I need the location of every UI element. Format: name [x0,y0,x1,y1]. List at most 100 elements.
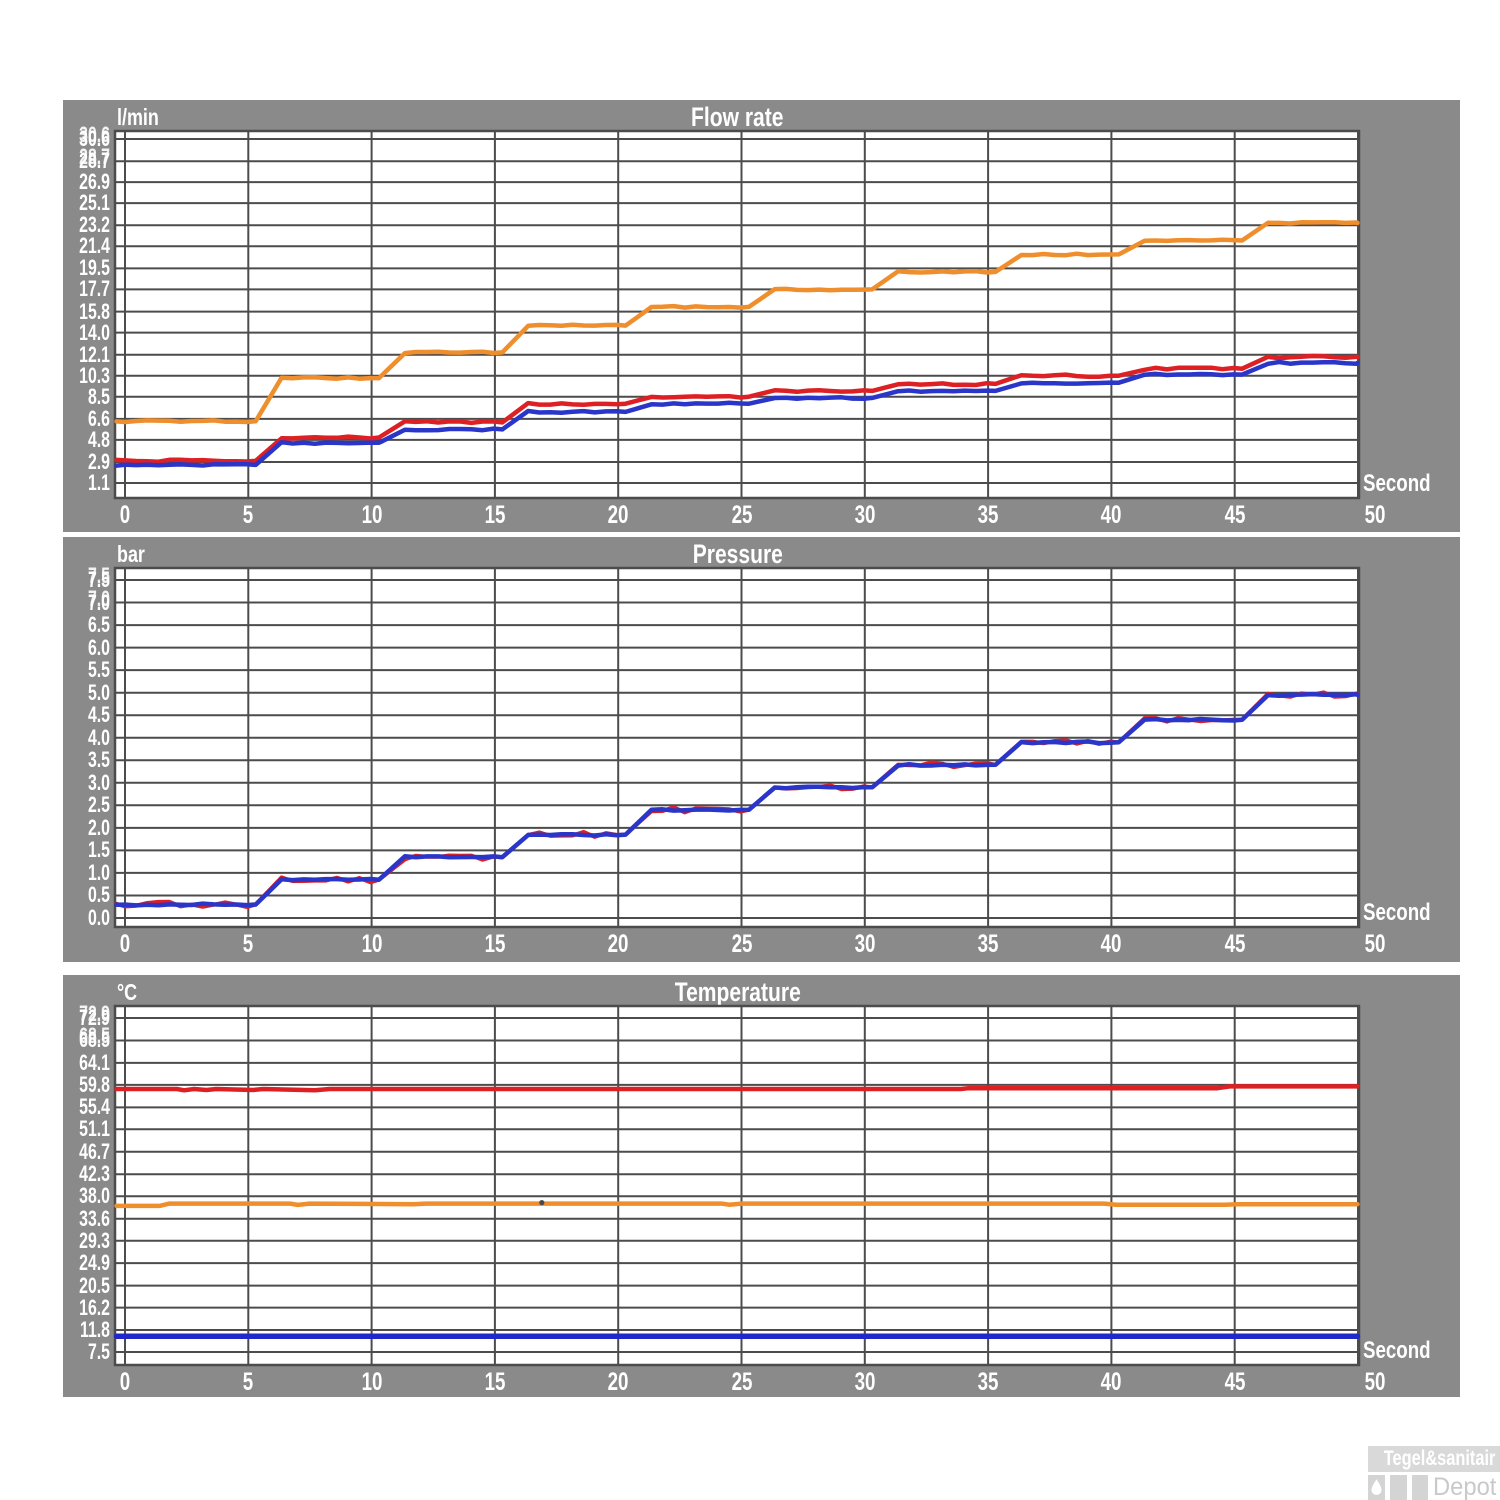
y-tick-label-ghost: 7.0 [87,585,110,611]
y-tick-label: 0.5 [87,882,110,908]
y-tick-label: 16.2 [79,1294,110,1320]
x-tick-label: 0 [119,501,131,529]
x-tick-label: 50 [1364,1368,1386,1396]
x-tick-label: 5 [243,930,254,958]
y-tick-label: 68.5 [79,1027,110,1053]
chart-title-text: Temperature [674,977,801,1007]
watermark-brand-text: Tegel&sanitair [1383,1447,1496,1470]
x-axis-unit-text: Second [1363,899,1431,926]
x-tick-label: 40 [1100,930,1122,958]
y-axis-unit-text: l/min [117,104,159,130]
y-tick-label: 5.5 [87,657,110,683]
x-tick-label: 20 [607,501,629,529]
y-tick-label: 3.5 [87,747,110,773]
chart-title-text: Flow rate [691,102,784,132]
x-tick-label: 15 [484,1368,506,1396]
chart-title: Flow rate [115,103,1360,131]
y-tick-label: 1.1 [87,470,110,495]
water-drop-icon [1368,1475,1385,1500]
y-axis-unit-label: °C [117,978,143,1006]
watermark-brand: Tegel&sanitair [1368,1446,1500,1472]
x-tick-label: 30 [854,930,876,958]
x-axis-unit-label: Second [1363,471,1500,497]
y-axis-unit-text: bar [117,541,145,567]
x-tick-label: 15 [484,501,506,529]
x-tick-label: 20 [607,1368,629,1396]
chart-title: Temperature [115,978,1360,1006]
y-tick-label: 30.6 [79,126,110,151]
x-tick-label: 40 [1100,1368,1122,1396]
x-tick-label: 10 [361,1368,383,1396]
y-tick-label: 55.4 [79,1094,110,1120]
x-tick-label: 45 [1224,501,1246,529]
y-tick-label-ghost: 7.5 [87,563,110,588]
y-tick-label: 15.8 [79,298,110,324]
x-tick-label: 5 [243,1368,254,1396]
y-tick-label: 19.5 [79,255,110,281]
y-axis-unit-label: bar [117,540,153,568]
y-tick-label: 6.6 [87,405,110,431]
y-tick-label-ghost: 28.7 [79,144,110,170]
x-tick-label: 30 [854,1368,876,1396]
y-tick-label: 33.6 [79,1205,110,1231]
x-axis-unit-label: Second [1363,1338,1500,1364]
x-tick-label: 45 [1224,930,1246,958]
x-tick-label: 5 [243,501,254,529]
chart-panel-pressure: Pressure bar Second 7.5 7.5 7.0 7.0 6.5 6.0 5.… [63,537,1460,962]
y-tick-label: 4.0 [87,724,110,750]
y-tick-label: 5.0 [87,679,110,705]
x-tick-label: 35 [977,1368,999,1396]
chart-title: Pressure [115,540,1360,568]
y-tick-label-ghost: 68.5 [79,1023,110,1049]
y-tick-label: 7.0 [87,589,110,615]
y-tick-label: 2.5 [87,792,110,818]
y-tick-label: 10.3 [79,362,110,388]
y-tick-label-ghost: 30.6 [79,122,110,147]
y-tick-label: 2.9 [87,449,110,474]
y-tick-label: 1.5 [87,837,110,863]
watermark-square [1389,1475,1407,1500]
y-tick-label: 72.9 [79,1005,110,1030]
x-tick-label: 15 [484,930,506,958]
y-tick-label: 59.8 [79,1071,110,1097]
x-tick-label: 50 [1364,501,1386,529]
x-tick-label: 10 [361,501,383,529]
y-tick-label: 8.5 [87,383,110,409]
y-tick-label-ghost: 72.9 [79,1001,110,1026]
x-axis-unit-text: Second [1363,470,1431,497]
x-tick-label: 0 [119,1368,131,1396]
x-tick-label: 45 [1224,1368,1246,1396]
x-tick-label: 0 [119,930,131,958]
x-tick-label: 20 [607,930,629,958]
chart-panel-flow-rate: Flow rate l/min Second 30.6 30.6 28.7 28.7 2… [63,100,1460,532]
y-tick-label: 23.2 [79,212,110,238]
y-tick-label: 26.9 [79,169,110,195]
y-axis-unit-text: °C [117,979,138,1005]
y-tick-label: 6.5 [87,612,110,638]
y-tick-label: 7.5 [87,567,110,592]
watermark-square [1411,1475,1429,1500]
y-tick-label: 6.0 [87,634,110,660]
chart-title-text: Pressure [692,539,783,569]
y-tick-label: 21.4 [79,233,110,259]
y-tick-label: 42.3 [79,1161,110,1187]
x-tick-label: 50 [1364,930,1386,958]
y-tick-label: 29.3 [79,1227,110,1253]
y-tick-label: 64.1 [79,1049,110,1075]
x-axis-unit-text: Second [1363,1337,1431,1364]
y-tick-label: 24.9 [79,1250,110,1276]
y-tick-label: 4.8 [87,426,110,452]
y-tick-label: 38.0 [79,1183,110,1209]
y-tick-label: 25.1 [79,190,110,216]
x-tick-label: 25 [731,1368,752,1396]
watermark: Tegel&sanitair Depot [1368,1446,1500,1500]
y-tick-label: 46.7 [79,1138,110,1164]
y-tick-label: 14.0 [79,319,110,345]
x-tick-label: 25 [731,930,752,958]
y-tick-label: 17.7 [79,276,110,302]
chart-panel-temperature: Temperature °C Second 72.9 72.9 68.5 68.5 64… [63,975,1460,1397]
y-tick-label: 28.7 [79,148,110,174]
y-tick-label: 51.1 [79,1116,110,1142]
watermark-row: Depot [1368,1475,1500,1500]
y-tick-label: 20.5 [79,1272,110,1298]
